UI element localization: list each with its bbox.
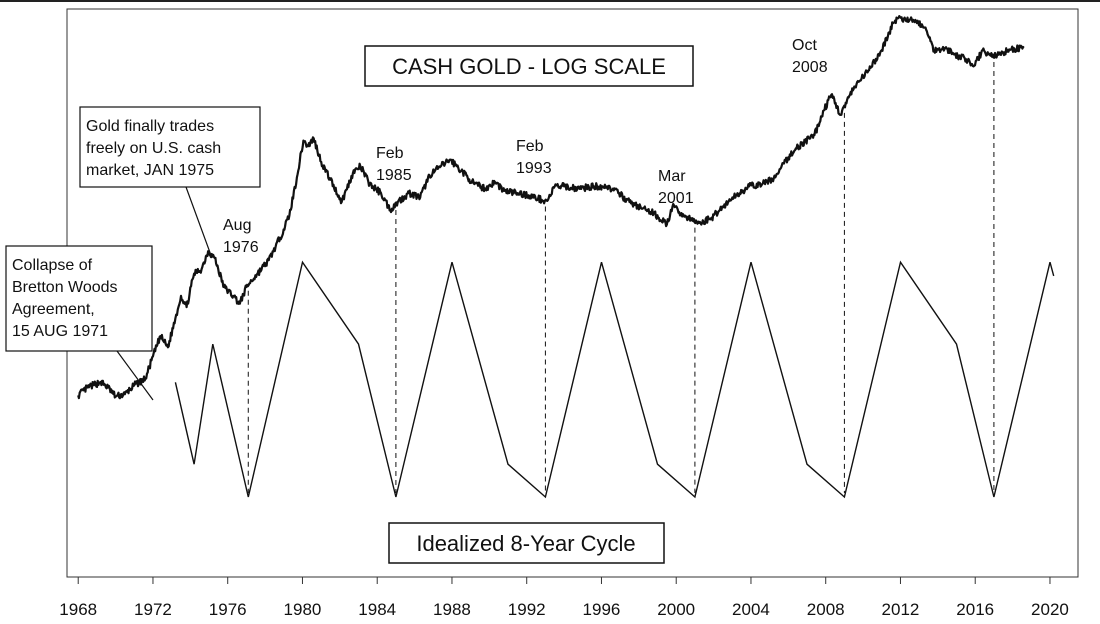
annotation-line: Feb	[376, 145, 404, 162]
annotation-box	[79, 106, 261, 188]
annotation-feb: Feb 1985	[376, 145, 412, 184]
annotation-line: Gold finally trades	[86, 118, 214, 135]
cycle-label-frame	[388, 522, 665, 564]
x-tick-label: 1980	[284, 600, 322, 619]
plot-frame	[66, 8, 1079, 578]
annotation-feb: Feb 1993	[516, 138, 552, 177]
chart-title-box: CASH GOLD - LOG SCALE	[364, 45, 694, 87]
annotation-line: Feb	[516, 138, 544, 155]
annotation-box	[5, 245, 153, 352]
chart-title-frame	[364, 45, 694, 87]
x-tick-label: 1984	[358, 600, 396, 619]
annotation-line: 1985	[376, 167, 412, 184]
x-tick-label: 2016	[956, 600, 994, 619]
x-tick-label: 1988	[433, 600, 471, 619]
annotation-line: Aug	[223, 217, 251, 234]
x-tick-label: 1992	[508, 600, 546, 619]
annotation-leader	[116, 350, 154, 401]
x-tick-label: 1968	[59, 600, 97, 619]
annotation-line: 2008	[792, 59, 828, 76]
x-tick-label: 1972	[134, 600, 172, 619]
x-axis: 1968 1972 1976 1980 1984 1988 1992 1996 2000 2004…	[59, 577, 1069, 619]
x-tick-label: 2000	[657, 600, 695, 619]
annotation-gold-finally-trades: Gold finally trades freely on U.S. cash ma…	[86, 118, 221, 179]
annotation-line: Collapse of	[12, 257, 93, 274]
x-tick-label: 2020	[1031, 600, 1069, 619]
annotation-line: 1976	[223, 239, 259, 256]
annotation-oct: Oct 2008	[792, 37, 828, 76]
annotation-line: Bretton Woods	[12, 279, 118, 296]
gold-series-line	[77, 15, 1025, 400]
annotation-line: 2001	[658, 190, 694, 207]
annotation-line: Mar	[658, 168, 686, 185]
annotations: Aug 1976 Feb 1985 Feb 1993 Mar 2001 Oct 2008 Gold …	[5, 37, 828, 352]
annotation-line: freely on U.S. cash	[86, 140, 221, 157]
x-tick-label: 2004	[732, 600, 770, 619]
annotation-line: 15 AUG 1971	[12, 323, 108, 340]
annotation-leader	[185, 186, 213, 259]
x-tick-label: 1996	[583, 600, 621, 619]
chart-title: CASH GOLD - LOG SCALE	[392, 54, 666, 79]
annotation-line: market, JAN 1975	[86, 162, 214, 179]
annotation-line: 1993	[516, 160, 552, 177]
annotation-line: Oct	[792, 37, 817, 54]
annotation-leaders	[116, 186, 213, 401]
annotation-mar: Mar 2001	[658, 168, 694, 207]
annotation-collapse-of: Collapse of Bretton Woods Agreement, 15 AUG…	[12, 257, 118, 340]
x-tick-label: 2008	[807, 600, 845, 619]
x-tick-label: 2012	[882, 600, 920, 619]
annotation-line: Agreement,	[12, 301, 95, 318]
cycle-label-box: Idealized 8-Year Cycle	[388, 522, 665, 564]
cycle-label: Idealized 8-Year Cycle	[416, 531, 635, 556]
annotation-aug: Aug 1976	[223, 217, 259, 256]
x-tick-label: 1976	[209, 600, 247, 619]
cycle-series-line	[174, 260, 1055, 499]
cycle-low-drop-lines	[247, 62, 995, 493]
